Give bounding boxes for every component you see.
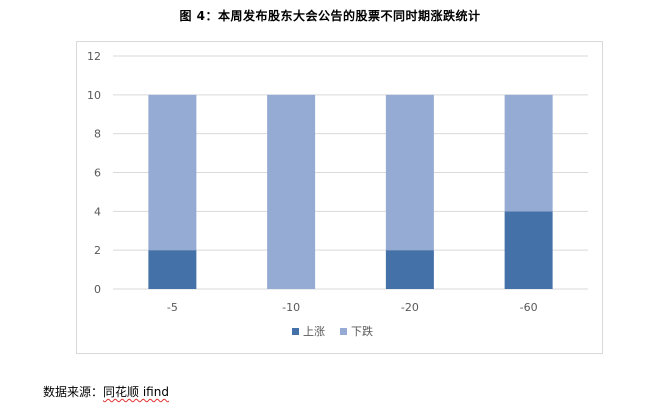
- y-tick-label: 10: [87, 89, 101, 102]
- y-tick-label: 6: [94, 167, 101, 180]
- bar-up: [504, 211, 553, 289]
- source-name: 同花顺 ifind: [103, 385, 169, 399]
- source-prefix: 数据来源：: [43, 385, 104, 399]
- y-tick-label: 8: [94, 128, 101, 141]
- data-source: 数据来源：同花顺 ifind: [43, 383, 169, 400]
- bar-down: [267, 94, 316, 289]
- x-tick-label: -60: [520, 301, 538, 314]
- x-tick-label: -10: [282, 301, 300, 314]
- y-tick-label: 2: [94, 244, 101, 257]
- y-tick-label: 0: [94, 283, 101, 296]
- legend-swatch: [292, 328, 299, 335]
- bar-up: [385, 250, 434, 289]
- x-tick-label: -5: [167, 301, 178, 314]
- legend-label: 上涨: [303, 325, 325, 338]
- y-tick-label: 12: [87, 50, 101, 63]
- chart-frame: [76, 41, 603, 354]
- bar-down: [504, 94, 553, 212]
- bar-down: [148, 94, 197, 251]
- bar-down: [385, 94, 434, 251]
- legend-label: 下跌: [351, 324, 373, 338]
- bar-up: [148, 250, 197, 289]
- y-tick-label: 4: [94, 205, 101, 218]
- figure-title: 图 4：本周发布股东大会公告的股票不同时期涨跌统计: [179, 9, 481, 23]
- x-tick-label: -20: [401, 301, 419, 314]
- legend-swatch: [340, 328, 347, 335]
